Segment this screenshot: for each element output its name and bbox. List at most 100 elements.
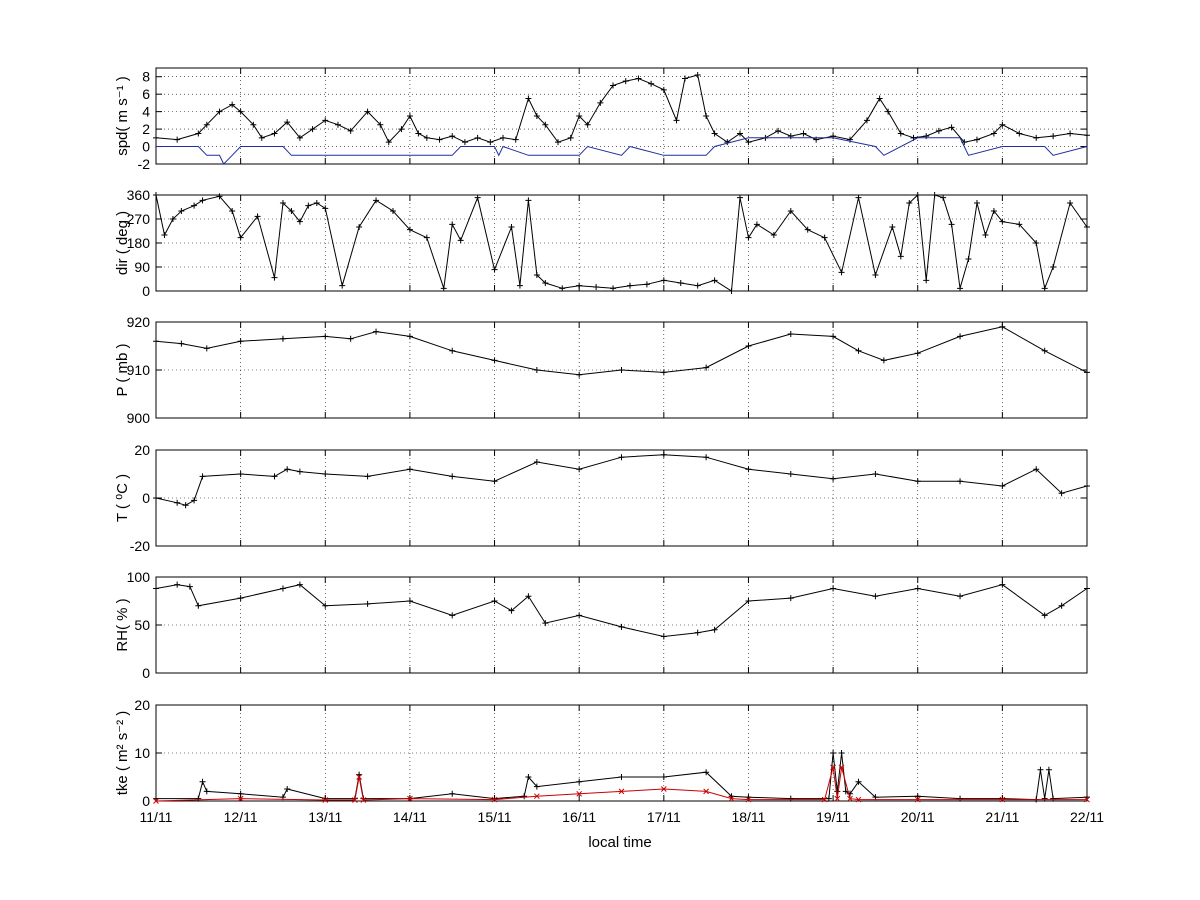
data-point xyxy=(373,328,380,335)
data-point xyxy=(153,134,159,141)
data-point xyxy=(203,121,210,128)
x-tick-label: 18/11 xyxy=(731,809,765,825)
y-tick-label: 6 xyxy=(142,86,150,102)
data-point xyxy=(847,790,854,797)
data-point xyxy=(618,774,625,780)
data-point xyxy=(339,282,346,289)
data-point xyxy=(999,323,1006,330)
data-point xyxy=(449,221,456,228)
data-point xyxy=(457,237,464,244)
data-point xyxy=(195,130,202,137)
data-point xyxy=(1084,369,1090,376)
data-point xyxy=(914,585,921,592)
data-point xyxy=(389,208,396,214)
data-point xyxy=(830,475,837,482)
x-tick-label: 15/11 xyxy=(478,809,512,825)
data-point xyxy=(203,345,210,352)
data-point xyxy=(199,473,206,480)
data-point xyxy=(973,136,980,143)
y-tick-label: 0 xyxy=(142,283,150,299)
data-point xyxy=(914,793,921,800)
data-point xyxy=(745,343,752,349)
data-point xyxy=(533,113,540,119)
panel-6: 0 10 20 11/11 12/11 13/11 14/11 15/11 16/11 17/11… xyxy=(114,697,1104,825)
data-point xyxy=(279,200,286,206)
data-point xyxy=(203,788,210,795)
data-point xyxy=(407,795,413,802)
data-point xyxy=(787,795,794,802)
data-point xyxy=(855,778,862,785)
data-point xyxy=(736,194,743,201)
data-point xyxy=(770,232,777,238)
data-point xyxy=(694,629,701,636)
data-point xyxy=(745,139,752,146)
y-tick-label: 180 xyxy=(127,235,151,251)
data-point xyxy=(195,602,202,609)
x-tick-label: 20/11 xyxy=(901,809,935,825)
data-point xyxy=(174,499,181,506)
data-point xyxy=(406,333,413,340)
data-point xyxy=(169,216,176,222)
data-point xyxy=(745,466,752,473)
data-point xyxy=(491,266,498,273)
data-point xyxy=(406,598,413,604)
data-point xyxy=(449,612,456,619)
y-tick-label: 900 xyxy=(127,410,151,426)
data-point xyxy=(284,119,291,126)
data-point xyxy=(216,108,223,115)
data-point xyxy=(643,281,650,288)
data-point xyxy=(525,197,532,204)
data-point xyxy=(957,478,964,485)
data-point xyxy=(622,78,629,85)
data-point xyxy=(296,581,303,588)
data-point xyxy=(957,795,964,802)
y-tick-label: 0 xyxy=(142,490,150,506)
data-point xyxy=(1084,224,1090,230)
y-axis-label: tke ( m² s⁻² ) xyxy=(114,711,131,796)
data-point xyxy=(271,473,278,480)
data-point xyxy=(576,466,583,473)
data-point xyxy=(999,218,1006,225)
data-point xyxy=(711,130,718,137)
y-tick-label: 20 xyxy=(134,442,150,458)
x-tick-label: 13/11 xyxy=(308,809,342,825)
data-point xyxy=(191,202,198,209)
data-point xyxy=(491,598,498,604)
data-point xyxy=(736,130,743,137)
x-tick-label: 19/11 xyxy=(816,809,850,825)
y-axis-label: T ( ⁰C ) xyxy=(114,474,131,522)
series-line-1 xyxy=(155,193,1088,292)
data-point xyxy=(830,585,837,592)
data-point xyxy=(694,71,701,78)
data-point xyxy=(576,113,583,119)
data-point xyxy=(449,473,456,480)
data-point xyxy=(834,795,841,802)
panel-5: 0 50 100 RH( % ) xyxy=(114,569,1090,681)
data-point xyxy=(618,623,625,630)
data-point xyxy=(906,200,913,206)
data-point xyxy=(237,795,244,802)
data-point xyxy=(787,471,794,477)
data-point xyxy=(1067,200,1074,206)
data-point xyxy=(533,783,540,790)
data-point xyxy=(474,194,481,201)
data-point xyxy=(999,483,1006,489)
data-point xyxy=(271,130,278,137)
data-point xyxy=(935,127,942,134)
data-point xyxy=(423,134,430,141)
data-point xyxy=(610,82,617,89)
data-point xyxy=(186,583,193,590)
data-point xyxy=(834,788,841,795)
data-point xyxy=(576,371,583,378)
data-point xyxy=(940,194,947,201)
data-point xyxy=(990,130,997,137)
data-point xyxy=(677,280,684,286)
data-point xyxy=(237,234,244,241)
y-tick-label: 8 xyxy=(142,69,150,85)
data-point xyxy=(288,208,295,214)
data-point xyxy=(322,333,329,340)
data-point xyxy=(415,130,422,137)
y-tick-label: 20 xyxy=(134,697,150,713)
data-point xyxy=(999,121,1006,128)
y-tick-label: 0 xyxy=(142,139,150,155)
